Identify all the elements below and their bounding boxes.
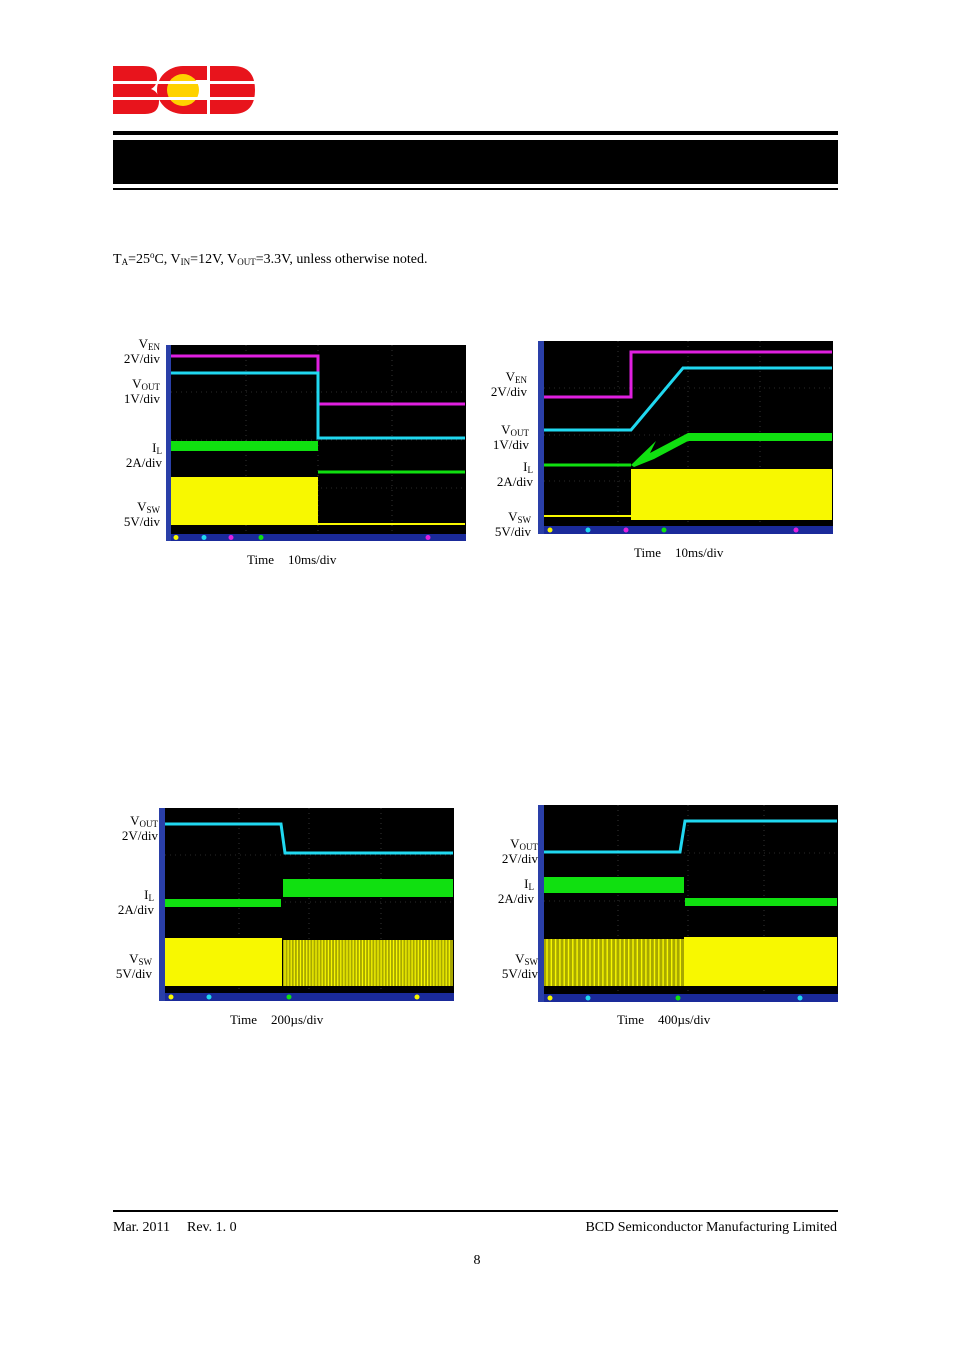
channel-label: VSW 5V/div: [494, 509, 531, 539]
header-top-rule: [113, 131, 838, 135]
time-caption: Time 10ms/div: [247, 552, 337, 567]
footer-company: BCD Semiconductor Manufacturing Limited: [585, 1220, 837, 1235]
header-bottom-rule: [113, 188, 838, 190]
channel-label: IL 2A/div: [497, 876, 534, 906]
oscilloscope-screen: [538, 341, 833, 534]
channel-label: VOUT 2V/div: [121, 813, 158, 843]
bcd-logo-icon: [113, 66, 255, 114]
oscilloscope-screen: [538, 805, 838, 1002]
channel-label: VSW 5V/div: [123, 499, 160, 529]
company-logo: [113, 66, 255, 114]
time-caption: Time 200µs/div: [230, 1012, 324, 1027]
oscilloscope-screen: [166, 345, 466, 541]
channel-label: IL 2A/div: [117, 887, 154, 917]
footer-date: Mar. 2011: [113, 1220, 171, 1235]
channel-label: IL 2A/div: [496, 459, 533, 489]
page-number: 8: [473, 1253, 481, 1268]
channel-label: IL 2A/div: [125, 440, 162, 470]
time-caption: Time 10ms/div: [634, 545, 724, 560]
test-conditions: TA=25oC, VIN=12V, VOUT=3.3V, unless othe…: [113, 250, 428, 268]
channel-label: VEN 2V/div: [123, 336, 160, 366]
footer-revision: Rev. 1. 0: [187, 1220, 237, 1235]
header-title-bar: [113, 140, 838, 184]
footer-rule: [113, 1210, 838, 1212]
channel-label: VEN 2V/div: [490, 369, 527, 399]
channel-label: VOUT 2V/div: [501, 836, 538, 866]
oscilloscope-screen: [159, 808, 454, 1001]
channel-label: VSW 5V/div: [501, 951, 538, 981]
channel-label: VOUT 1V/div: [123, 376, 160, 406]
time-caption: Time 400µs/div: [617, 1012, 711, 1027]
channel-label: VOUT 1V/div: [492, 422, 529, 452]
channel-label: VSW 5V/div: [115, 951, 152, 981]
